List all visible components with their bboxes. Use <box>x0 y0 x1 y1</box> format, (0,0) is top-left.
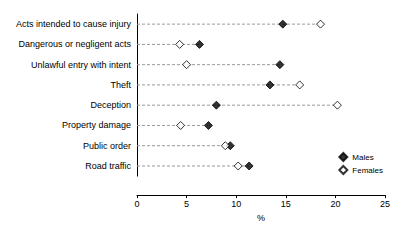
svg-text:Public order: Public order <box>83 141 131 151</box>
svg-text:15: 15 <box>281 199 291 209</box>
svg-text:0: 0 <box>134 199 139 209</box>
svg-text:5: 5 <box>184 199 189 209</box>
svg-text:20: 20 <box>330 199 340 209</box>
svg-text:Unlawful entry with intent: Unlawful entry with intent <box>31 60 132 70</box>
svg-text:10: 10 <box>231 199 241 209</box>
svg-text:Property damage: Property damage <box>62 120 131 130</box>
svg-text:25: 25 <box>380 199 390 209</box>
svg-text:Males: Males <box>352 153 373 162</box>
svg-text:Dangerous or negligent acts: Dangerous or negligent acts <box>18 39 131 49</box>
svg-text:Road traffic: Road traffic <box>85 161 131 171</box>
svg-text:Theft: Theft <box>110 80 131 90</box>
svg-text:Females: Females <box>352 166 383 175</box>
svg-text:%: % <box>257 213 265 223</box>
svg-text:Deception: Deception <box>90 100 131 110</box>
svg-text:Acts intended to cause injury: Acts intended to cause injury <box>16 19 132 29</box>
